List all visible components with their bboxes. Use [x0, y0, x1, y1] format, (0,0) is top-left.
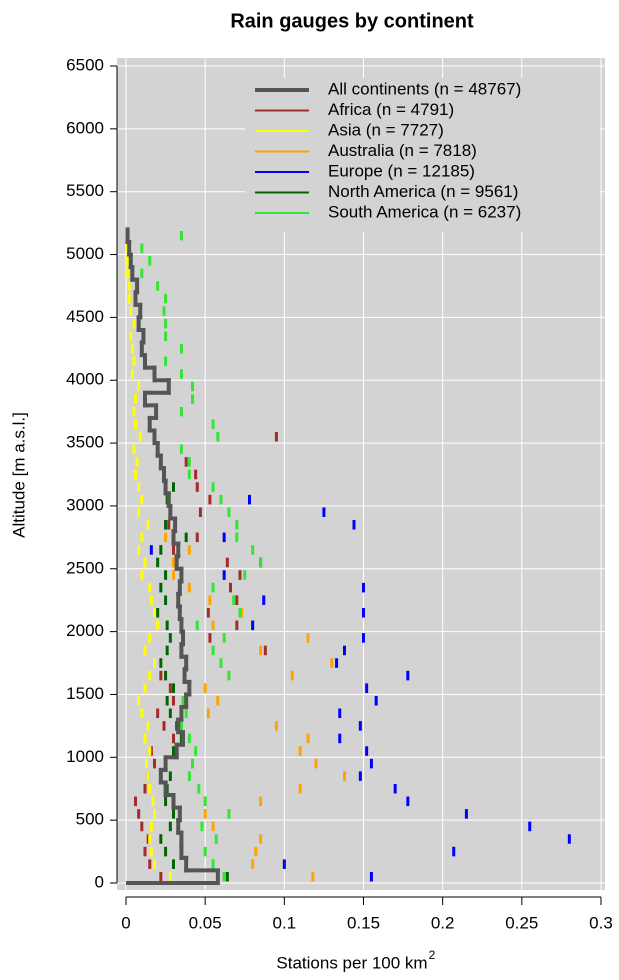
legend-label: Africa (n = 4791)	[328, 100, 454, 119]
y-tick-label: 3500	[66, 433, 104, 452]
y-axis-label: Altitude [m a.s.l.]	[9, 412, 28, 538]
x-tick-label: 0.1	[273, 913, 297, 932]
y-tick-label: 5500	[66, 181, 104, 200]
y-tick-label: 500	[76, 810, 104, 829]
y-tick-label: 6000	[66, 118, 104, 137]
legend-label: Australia (n = 7818)	[328, 141, 477, 160]
x-tick-label: 0.3	[589, 913, 613, 932]
legend-label: North America (n = 9561)	[328, 182, 518, 201]
legend: All continents (n = 48767) Africa (n = 47…	[245, 78, 600, 232]
legend-label: Asia (n = 7727)	[328, 120, 444, 139]
x-tick-label: 0.2	[431, 913, 455, 932]
x-tick-label: 0.15	[347, 913, 380, 932]
y-tick-label: 5000	[66, 244, 104, 263]
legend-label: Europe (n = 12185)	[328, 161, 475, 180]
y-tick-label: 2000	[66, 621, 104, 640]
x-tick-label: 0.05	[189, 913, 222, 932]
y-tick-label: 2500	[66, 558, 104, 577]
x-axis-label-superscript: 2	[429, 948, 436, 962]
legend-box	[245, 78, 600, 232]
y-tick-label: 0	[95, 872, 104, 891]
y-tick-label: 3000	[66, 495, 104, 514]
y-tick-label: 1000	[66, 747, 104, 766]
legend-label: All continents (n = 48767)	[328, 79, 521, 98]
y-tick-label: 1500	[66, 684, 104, 703]
legend-label: South America (n = 6237)	[328, 202, 521, 221]
chart-title: Rain gauges by continent	[230, 10, 474, 32]
y-tick-label: 4500	[66, 307, 104, 326]
x-tick-label: 0	[121, 913, 130, 932]
x-tick-label: 0.25	[505, 913, 538, 932]
y-tick-label: 4000	[66, 370, 104, 389]
x-axis-label: Stations per 100 km	[276, 953, 427, 972]
y-tick-label: 6500	[66, 55, 104, 74]
